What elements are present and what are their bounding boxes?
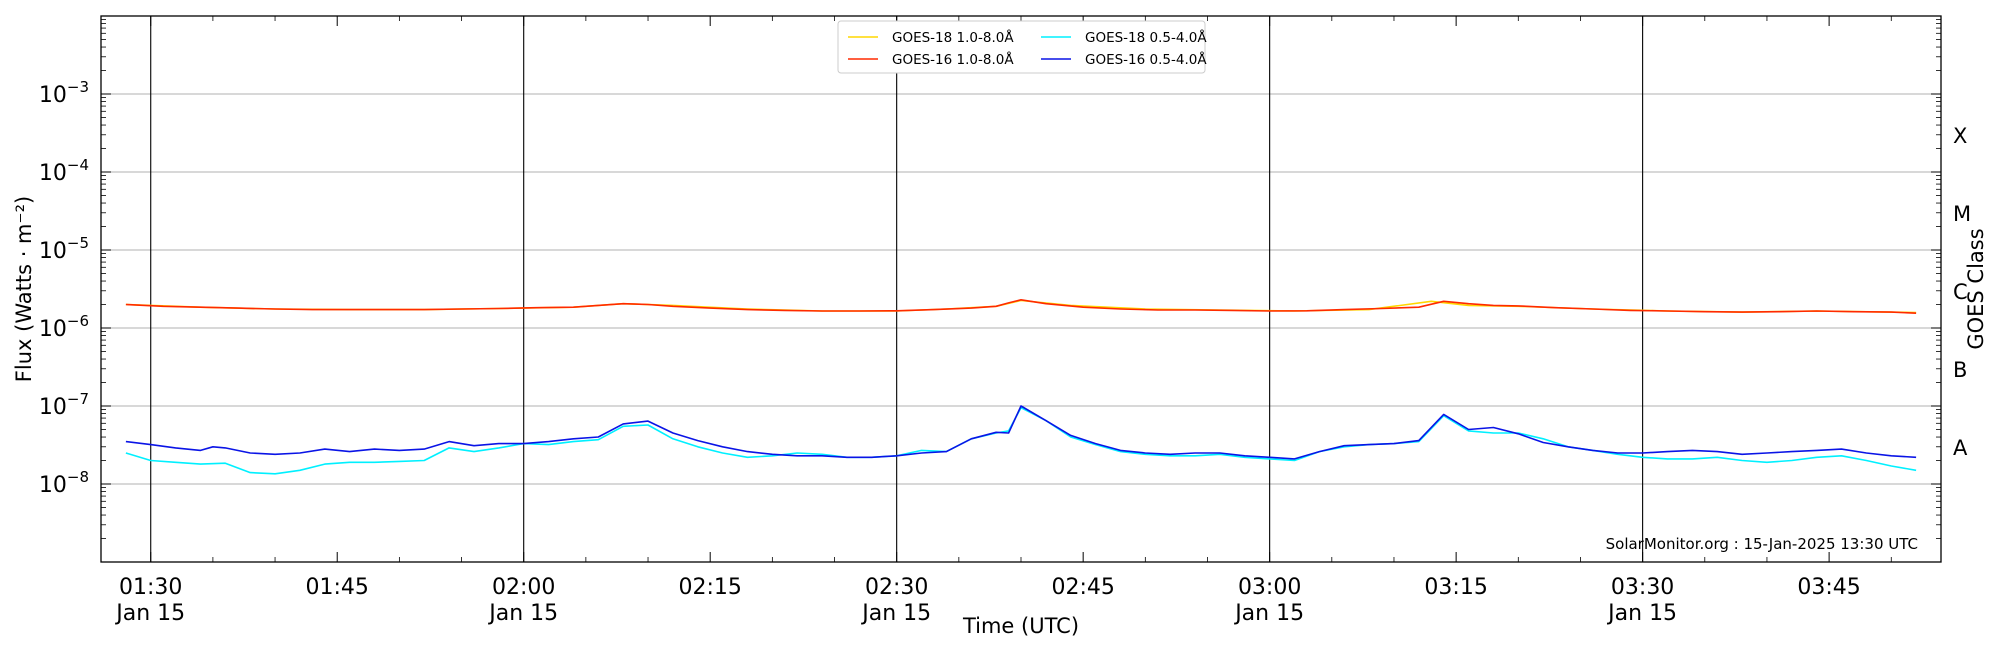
- x-tick-label: 01:45: [306, 575, 369, 600]
- right-axis-title: GOES Class: [1964, 228, 1988, 349]
- legend-label-0: GOES-18 1.0-8.0Å: [892, 29, 1014, 46]
- plot-frame: [100, 15, 1942, 563]
- series-lines: [125, 298, 1917, 475]
- y-tick-label: 10−8: [39, 468, 89, 498]
- series-line-3: [125, 405, 1917, 460]
- legend-label-3: GOES-16 0.5-4.0Å: [1085, 51, 1207, 68]
- y-tick-label: 10−5: [39, 234, 89, 264]
- x-tick-sublabel: Jan 15: [114, 601, 185, 626]
- goes-class-c: C: [1953, 280, 1968, 304]
- x-tick-sublabel: Jan 15: [1233, 601, 1304, 626]
- x-tick-label: 03:30: [1611, 575, 1674, 600]
- legend-box: [837, 20, 1206, 74]
- x-tick-label: 02:45: [1051, 575, 1114, 600]
- x-tick-label: 02:15: [678, 575, 741, 600]
- legend-label-1: GOES-16 1.0-8.0Å: [892, 51, 1014, 68]
- goes-class-labels: A B C M X: [1953, 124, 1971, 460]
- goes-class-a: A: [1953, 436, 1968, 460]
- day-marker-lines: [150, 16, 1644, 562]
- y-axis-title: Flux (Watts · m⁻²): [12, 196, 36, 382]
- x-tick-sublabel: Jan 15: [860, 601, 931, 626]
- series-line-2: [125, 406, 1917, 475]
- x-tick-label: 01:30: [119, 575, 182, 600]
- y-tick-label: 10−3: [39, 78, 89, 108]
- goes-class-b: B: [1953, 358, 1967, 382]
- x-tick-label: 03:45: [1797, 575, 1860, 600]
- legend: GOES-18 1.0-8.0Å GOES-16 1.0-8.0Å GOES-18 …: [837, 20, 1207, 74]
- source-watermark: SolarMonitor.org : 15-Jan-2025 13:30 UTC: [1606, 535, 1918, 553]
- axis-ticks: [101, 15, 1941, 563]
- y-tick-label: 10−7: [39, 390, 89, 420]
- x-tick-label: 02:30: [865, 575, 928, 600]
- x-axis-title: Time (UTC): [962, 614, 1079, 638]
- x-tick-label: 02:00: [492, 575, 555, 600]
- legend-label-2: GOES-18 0.5-4.0Å: [1085, 29, 1207, 46]
- y-tick-label: 10−4: [39, 156, 89, 186]
- series-line-1: [125, 298, 1917, 314]
- x-tick-label: 03:15: [1424, 575, 1487, 600]
- goes-class-x: X: [1953, 124, 1967, 148]
- gridlines: [101, 93, 1941, 485]
- x-tick-sublabel: Jan 15: [487, 601, 558, 626]
- y-tick-label: 10−6: [39, 312, 89, 342]
- x-tick-sublabel: Jan 15: [1606, 601, 1677, 626]
- y-tick-labels: 10−8 10−7 10−6 10−5 10−4 10−3: [39, 78, 89, 498]
- goes-class-m: M: [1953, 202, 1971, 226]
- x-tick-label: 03:00: [1238, 575, 1301, 600]
